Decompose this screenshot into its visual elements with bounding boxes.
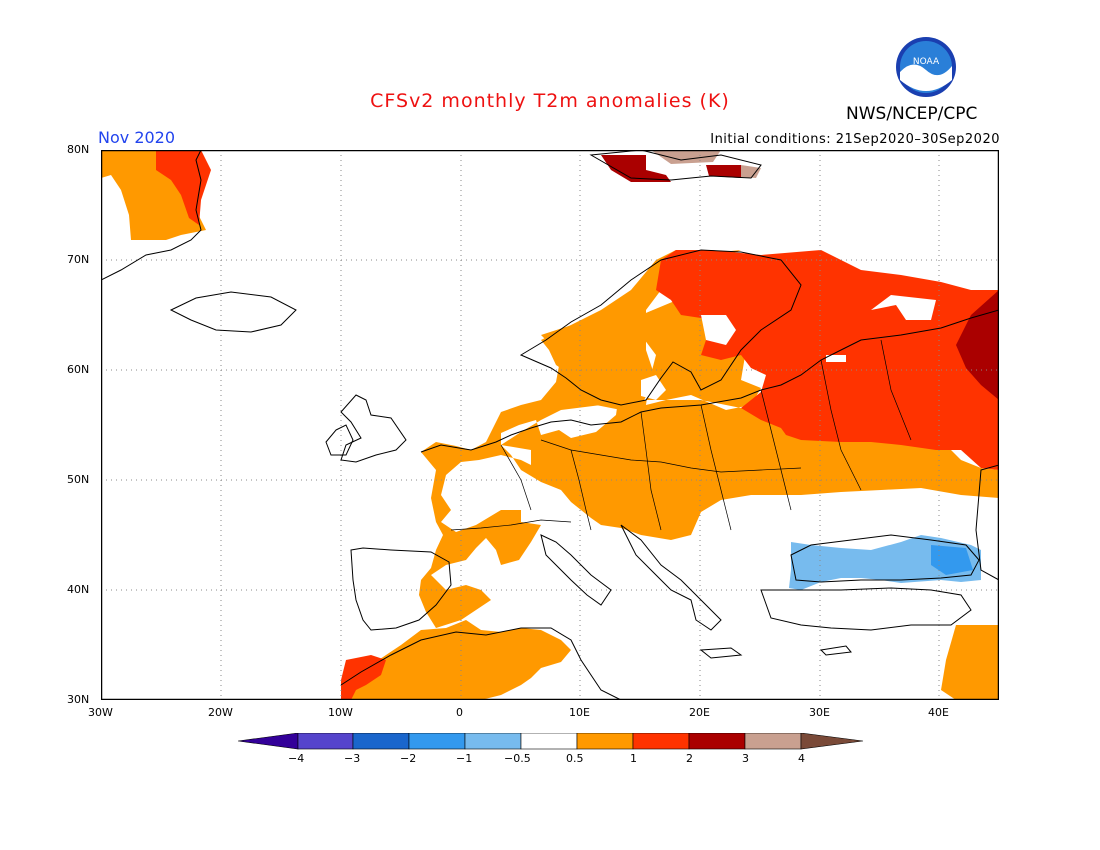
coast-balkans (620, 524, 722, 631)
colorbar-low-arrow (238, 733, 299, 750)
coast-italy (540, 534, 612, 606)
colorbar-seg-7 (632, 733, 690, 750)
coast-greenland (101, 150, 202, 281)
coast-black-sea (790, 534, 980, 583)
region-morocco-warm (341, 655, 386, 700)
country-borders (450, 339, 912, 531)
colorbar (238, 733, 864, 750)
coast-britain (340, 394, 407, 463)
gap-scandinavia (701, 315, 736, 345)
lat-label-30n: 30N (67, 693, 90, 706)
colorbar-label-neg4: −4 (288, 752, 305, 765)
lat-label-80n: 80N (67, 143, 90, 156)
lon-label-0: 0 (456, 706, 463, 719)
lon-label-20w: 20W (208, 706, 233, 719)
svg-text:NOAA: NOAA (913, 57, 940, 67)
agency-label: NWS/NCEP/CPC (846, 104, 978, 124)
graticule (101, 150, 999, 700)
noaa-logo-icon: NOAA (896, 37, 956, 97)
colorbar-label-3: 3 (742, 752, 749, 765)
coast-europe (420, 309, 999, 453)
region-ural-hot (956, 290, 999, 400)
lat-label-70n: 70N (67, 253, 90, 266)
lat-label-60n: 60N (67, 363, 90, 376)
region-svalbard-d (741, 165, 761, 178)
region-svalbard-b (651, 150, 721, 164)
region-black-sea-cool-b (931, 545, 973, 575)
valid-month: Nov 2020 (98, 128, 176, 147)
coast-scandinavia (519, 249, 802, 406)
coast-africa (340, 627, 622, 700)
colorbar-seg-5 (520, 733, 578, 750)
coast-iberia (350, 547, 452, 631)
colorbar-seg-4 (464, 733, 522, 750)
colorbar-label-neg3: −3 (344, 752, 361, 765)
region-svalbard-c (706, 165, 741, 178)
colorbar-seg-6 (576, 733, 634, 750)
lon-label-30e: 30E (809, 706, 830, 719)
gap-northern-russia (871, 295, 936, 320)
region-greenland-ne (156, 150, 211, 225)
coast-caspian (975, 464, 999, 581)
colorbar-seg-9 (744, 733, 802, 750)
colorbar-label-1: 1 (630, 752, 637, 765)
colorbar-high-arrow (800, 733, 864, 750)
chart-title: CFSv2 monthly T2m anomalies (K) (370, 90, 730, 112)
coast-cyprus-crete (699, 645, 852, 659)
coastlines (101, 150, 999, 700)
region-iberia-africa (341, 620, 571, 700)
lon-label-40e: 40E (928, 706, 949, 719)
lon-label-30w: 30W (88, 706, 113, 719)
colorbar-label-05: 0.5 (566, 752, 584, 765)
colorbar-label-neg2: −2 (400, 752, 417, 765)
colorbar-label-neg1: −1 (456, 752, 473, 765)
colorbar-label-4: 4 (798, 752, 805, 765)
colorbar-seg-8 (688, 733, 746, 750)
colorbar-label-neg05: −0.5 (504, 752, 531, 765)
gap-baltic (641, 375, 666, 400)
initial-conditions: Initial conditions: 21Sep2020–30Sep2020 (710, 132, 1000, 147)
lat-label-40n: 40N (67, 583, 90, 596)
gap-russia (826, 355, 846, 362)
colorbar-seg-3 (408, 733, 466, 750)
lon-label-20e: 20E (689, 706, 710, 719)
coast-svalbard (589, 150, 762, 181)
lon-label-10w: 10W (328, 706, 353, 719)
coast-turkey (760, 587, 972, 631)
lon-label-10e: 10E (569, 706, 590, 719)
colorbar-seg-1 (297, 733, 354, 750)
lat-label-50n: 50N (67, 473, 90, 486)
colorbar-seg-2 (352, 733, 410, 750)
region-svalbard-a (601, 155, 671, 182)
coast-ireland (325, 424, 354, 456)
map-frame (101, 150, 999, 700)
region-middle-east (941, 625, 999, 700)
colorbar-label-2: 2 (686, 752, 693, 765)
anomaly-map (101, 150, 999, 700)
coast-iceland (169, 291, 297, 333)
